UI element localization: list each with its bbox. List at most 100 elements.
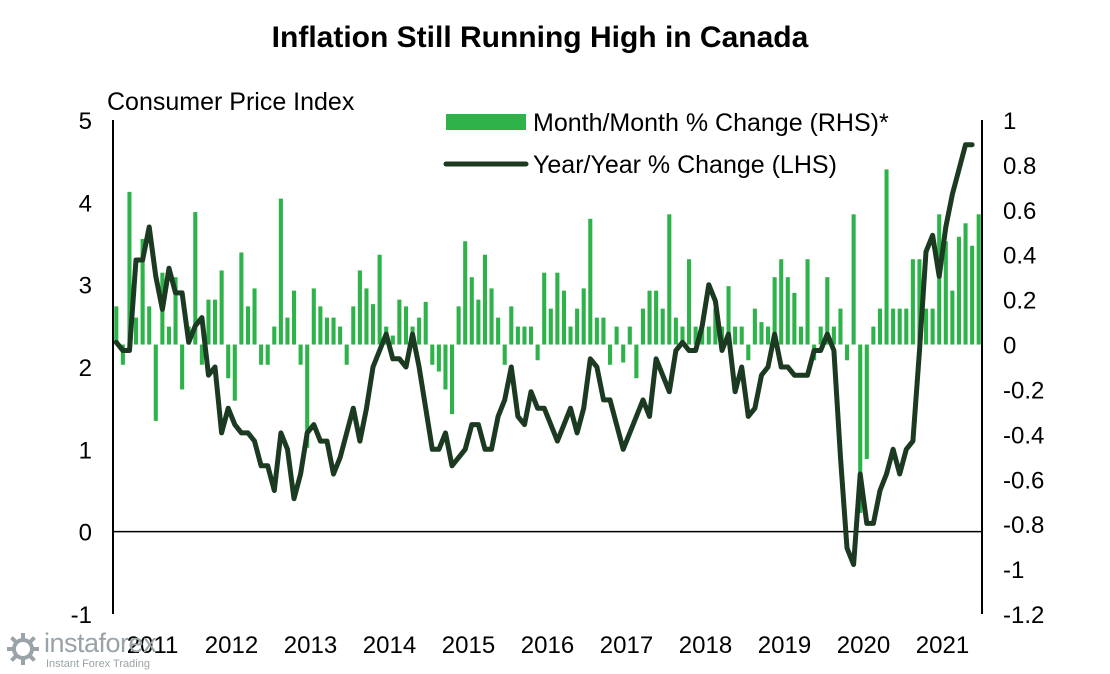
mom-bar [463, 241, 468, 345]
y-right-tick-label: -0.4 [1003, 422, 1044, 449]
mom-bar [897, 308, 902, 345]
mom-bar [713, 308, 718, 345]
mom-bar [450, 344, 455, 415]
mom-bar [726, 286, 731, 345]
mom-bar [976, 214, 981, 345]
mom-bar [390, 335, 395, 345]
y-left-tick-label: 5 [79, 108, 92, 135]
mom-bar [496, 317, 501, 345]
y-left-axis-label: Consumer Price Index [107, 88, 355, 116]
instaforex-logo-icon [7, 633, 39, 665]
mom-bar [647, 290, 652, 345]
mom-bar [489, 288, 494, 345]
mom-bar [147, 306, 152, 345]
mom-bar [259, 344, 264, 365]
mom-bar [232, 344, 237, 401]
yoy-line [113, 142, 975, 568]
mom-bar [443, 344, 448, 390]
mom-bar [245, 306, 250, 345]
mom-bar [581, 288, 586, 345]
mom-bar [805, 259, 810, 345]
mom-bar [239, 252, 244, 345]
mom-bar [970, 245, 975, 345]
mom-bar [417, 317, 422, 345]
mom-bar [739, 326, 744, 345]
mom-bar [673, 317, 678, 345]
x-tick-label: 2014 [363, 632, 416, 659]
mom-bar [634, 344, 639, 379]
mom-bar [180, 344, 185, 390]
y-left-tick-label: -1 [71, 602, 92, 629]
legend-yoy-label: Year/Year % Change (LHS) [533, 151, 837, 179]
mom-bar [759, 322, 764, 345]
mom-bar [956, 236, 961, 345]
mom-bar [173, 277, 178, 345]
mom-bar [252, 288, 257, 345]
y-left-tick-label: 4 [79, 190, 92, 217]
mom-bar [594, 317, 599, 345]
mom-bar [608, 344, 613, 365]
mom-bar [766, 326, 771, 345]
y-right-tick-label: -1 [1003, 557, 1024, 584]
mom-bar [831, 326, 836, 345]
watermark-name: instaforex [44, 628, 157, 658]
mom-bar [120, 344, 125, 365]
mom-bar [917, 259, 922, 345]
mom-bar [522, 326, 527, 345]
mom-bar [423, 301, 428, 345]
mom-bar [311, 288, 316, 345]
mom-bar [199, 344, 204, 365]
y-right-tick-label: 0.6 [1003, 198, 1036, 225]
legend: Month/Month % Change (RHS)* Year/Year % … [443, 109, 889, 179]
y-right-tick-label: -0.8 [1003, 512, 1044, 539]
mom-bar [752, 308, 757, 345]
mom-bar [627, 326, 632, 345]
mom-bar [864, 344, 869, 460]
mom-bar [134, 317, 139, 345]
mom-bar [529, 326, 534, 345]
mom-bars [114, 169, 981, 513]
mom-bar [792, 292, 797, 345]
mom-bar [515, 326, 520, 345]
mom-bar [706, 326, 711, 345]
watermark-tagline: Instant Forex Trading [46, 658, 150, 670]
mom-bar [397, 299, 402, 345]
mom-bar [877, 308, 882, 345]
mom-bar [858, 344, 863, 513]
mom-bar [785, 277, 790, 345]
mom-bar [482, 254, 487, 345]
mom-bar [963, 223, 968, 345]
mom-bar [153, 344, 158, 421]
mom-bar [924, 308, 929, 345]
mom-bar [265, 344, 270, 365]
x-tick-label: 2015 [442, 632, 495, 659]
mom-bar [825, 277, 830, 345]
y-right-tick-label: 0.8 [1003, 153, 1036, 180]
mom-bar [213, 299, 218, 345]
mom-bar [285, 317, 290, 345]
y-left-tick-label: 3 [79, 273, 92, 300]
x-tick-label: 2019 [758, 632, 811, 659]
mom-bar [377, 254, 382, 345]
mom-bar [772, 277, 777, 345]
mom-bar [601, 317, 606, 345]
x-tick-label: 2020 [837, 632, 890, 659]
mom-bar [575, 308, 580, 345]
mom-bar [950, 290, 955, 345]
mom-bar [561, 290, 566, 345]
y-right-tick-label: -0.6 [1003, 467, 1044, 494]
y-right-tick-label: 0.2 [1003, 288, 1036, 315]
mom-bar [614, 326, 619, 345]
mom-bar [891, 308, 896, 345]
mom-bar [884, 169, 889, 345]
y-right-tick-label: 0.4 [1003, 243, 1036, 270]
mom-bar [693, 326, 698, 345]
chart-title: Inflation Still Running High in Canada [272, 21, 809, 54]
mom-bar [798, 326, 803, 345]
y-right-tick-label: -1.2 [1003, 602, 1044, 629]
y-right-tick-label: -0.2 [1003, 377, 1044, 404]
y-right-tick-label: 1 [1003, 108, 1016, 135]
mom-bar [430, 344, 435, 365]
mom-bar [845, 344, 850, 361]
